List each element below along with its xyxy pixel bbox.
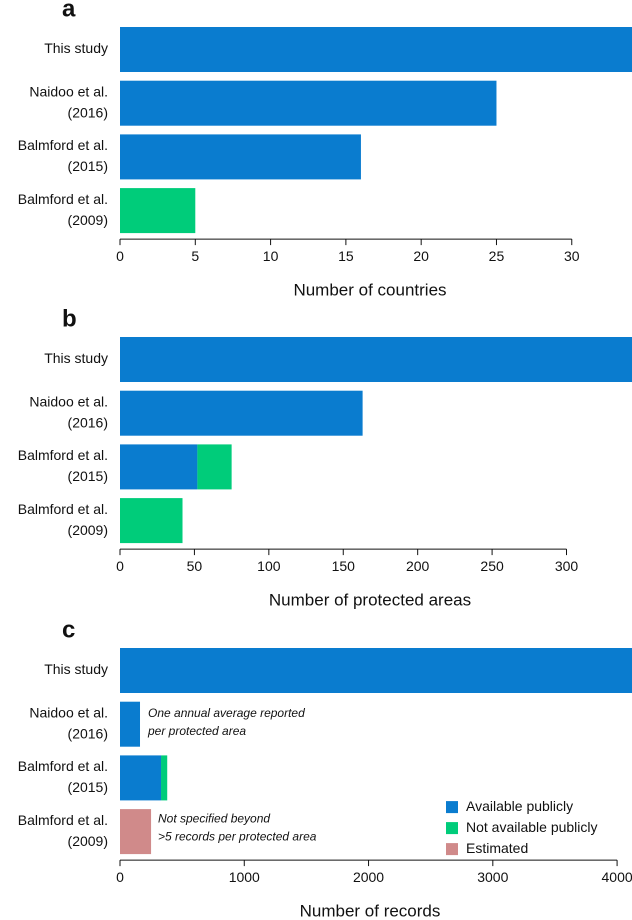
x-tick-label: 5 — [191, 248, 199, 264]
bar-segment — [120, 648, 632, 693]
bar-segment — [120, 188, 196, 234]
bar-segment — [197, 444, 232, 490]
category-label: (2009) — [68, 212, 108, 228]
annotation: Not specified beyond — [158, 811, 270, 825]
bar-segment — [120, 809, 152, 855]
bar-segment — [161, 755, 168, 801]
annotation: per protected area — [147, 724, 246, 738]
category-label: (2016) — [68, 414, 108, 430]
bar-segment — [120, 337, 632, 382]
category-label: Balmford et al. — [18, 758, 108, 774]
category-label: (2016) — [68, 725, 108, 741]
x-tick-label: 250 — [480, 558, 504, 574]
bar-segment — [120, 755, 162, 801]
x-tick-label: 100 — [257, 558, 281, 574]
x-tick-label: 300 — [555, 558, 579, 574]
x-tick-label: 2000 — [353, 869, 384, 885]
bar-segment — [120, 27, 632, 72]
x-tick-label: 20 — [413, 248, 429, 264]
panel-label: a — [62, 0, 76, 22]
x-tick-label: 150 — [332, 558, 356, 574]
category-label: This study — [44, 661, 108, 677]
category-label: Naidoo et al. — [29, 704, 108, 720]
x-axis-title: Number of records — [300, 902, 441, 920]
x-tick-label: 1000 — [229, 869, 260, 885]
category-label: Naidoo et al. — [29, 393, 108, 409]
legend-label: Estimated — [466, 840, 528, 856]
category-label: (2009) — [68, 833, 108, 849]
x-tick-label: 0 — [116, 248, 124, 264]
legend-label: Available publicly — [466, 798, 573, 814]
x-tick-label: 4000 — [602, 869, 632, 885]
legend-swatch — [446, 822, 458, 835]
category-label: Balmford et al. — [18, 191, 108, 207]
annotation: One annual average reported — [148, 706, 305, 720]
bar-segment — [120, 701, 141, 747]
category-label: This study — [44, 350, 108, 366]
bar-segment — [120, 498, 183, 544]
category-label: (2016) — [68, 104, 108, 120]
x-tick-label: 3000 — [477, 869, 508, 885]
x-tick-label: 15 — [338, 248, 354, 264]
panel-label: b — [62, 305, 77, 332]
x-tick-label: 50 — [187, 558, 203, 574]
legend-label: Not available publicly — [466, 819, 598, 835]
x-tick-label: 25 — [489, 248, 505, 264]
category-label: (2009) — [68, 522, 108, 538]
category-label: Balmford et al. — [18, 447, 108, 463]
category-label: Balmford et al. — [18, 137, 108, 153]
panel-label: c — [62, 616, 75, 643]
x-tick-label: 0 — [116, 869, 124, 885]
category-label: Naidoo et al. — [29, 83, 108, 99]
bar-segment — [120, 444, 198, 490]
legend-swatch — [446, 843, 458, 856]
x-tick-label: 30 — [564, 248, 580, 264]
x-tick-label: 0 — [116, 558, 124, 574]
category-label: Balmford et al. — [18, 812, 108, 828]
category-label: (2015) — [68, 158, 108, 174]
category-label: This study — [44, 40, 108, 56]
legend-swatch — [446, 801, 458, 814]
x-axis-title: Number of countries — [293, 281, 446, 300]
category-label: Balmford et al. — [18, 501, 108, 517]
bar-segment — [120, 134, 361, 180]
x-tick-label: 10 — [263, 248, 279, 264]
category-label: (2015) — [68, 779, 108, 795]
annotation: >5 records per protected area — [158, 829, 317, 843]
x-tick-label: 200 — [406, 558, 430, 574]
category-label: (2015) — [68, 468, 108, 484]
bar-segment — [120, 80, 497, 126]
bar-segment — [120, 390, 363, 436]
x-axis-title: Number of protected areas — [269, 591, 471, 610]
